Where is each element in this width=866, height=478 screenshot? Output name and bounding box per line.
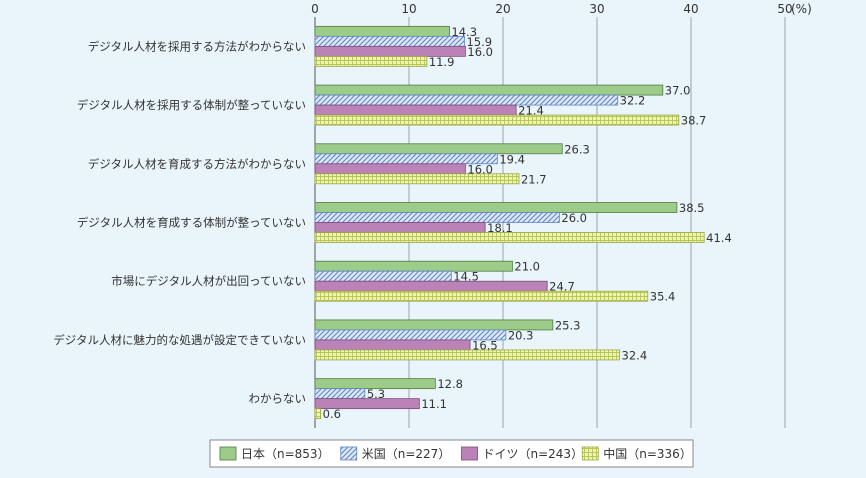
category-label: デジタル人材を育成する方法がわからない xyxy=(88,157,306,171)
data-label: 41.4 xyxy=(706,231,732,245)
data-label: 35.4 xyxy=(650,290,676,304)
data-label: 19.4 xyxy=(499,152,525,166)
legend-swatch xyxy=(340,446,358,461)
legend-label: ドイツ（n=243） xyxy=(483,447,584,461)
bar xyxy=(314,378,436,390)
x-tick-label: 50 xyxy=(777,2,792,16)
legend: 日本（n=853） 米国（n=227） ドイツ（n=243） 中国（n=336） xyxy=(209,439,694,468)
data-label: 38.5 xyxy=(679,201,705,215)
data-label: 20.3 xyxy=(508,328,534,342)
data-label: 18.1 xyxy=(487,221,513,235)
x-tick-label: 10 xyxy=(401,2,416,16)
legend-swatch xyxy=(461,446,478,461)
bar xyxy=(314,260,513,272)
legend-swatch xyxy=(581,446,599,461)
legend-label: 中国（n=336） xyxy=(603,446,692,461)
data-label: 14.3 xyxy=(451,25,477,39)
bar xyxy=(314,163,466,175)
data-label: 16.5 xyxy=(472,338,498,352)
bar xyxy=(314,114,680,126)
data-label: 15.9 xyxy=(466,35,492,49)
data-label: 32.2 xyxy=(620,94,646,108)
category-label: デジタル人材を育成する体制が整っていない xyxy=(77,216,306,230)
legend-label: 米国（n=227） xyxy=(362,447,451,461)
bar xyxy=(314,349,620,361)
data-label: 26.3 xyxy=(564,142,590,156)
x-tick-label: 0 xyxy=(311,2,319,16)
data-label: 16.0 xyxy=(467,162,493,176)
bar xyxy=(314,143,563,155)
data-label: 16.0 xyxy=(467,45,493,59)
x-tick-label: 40 xyxy=(683,2,698,16)
x-tick-label: 20 xyxy=(495,2,510,16)
bar xyxy=(314,270,452,282)
bar xyxy=(314,173,520,185)
bar xyxy=(314,104,517,116)
data-label: 5.3 xyxy=(367,387,385,401)
x-tick-label: 30 xyxy=(589,2,604,16)
category-label: デジタル人材を採用する方法がわからない xyxy=(88,39,306,53)
data-label: 21.0 xyxy=(514,260,540,274)
bar xyxy=(314,84,664,96)
bar xyxy=(314,339,471,351)
legend-box xyxy=(209,439,694,468)
x-axis-unit: (%) xyxy=(791,2,812,16)
data-label: 24.7 xyxy=(549,280,575,294)
labels-layer: デジタル人材を採用する方法がわからない14.315.916.011.9デジタル人… xyxy=(53,25,732,421)
category-label: わからない xyxy=(249,392,307,406)
bar xyxy=(314,35,465,47)
bar xyxy=(314,408,322,420)
data-label: 14.5 xyxy=(453,270,479,284)
data-label: 26.0 xyxy=(561,211,587,225)
data-label: 21.7 xyxy=(521,172,547,186)
data-label: 37.0 xyxy=(665,84,691,98)
bar xyxy=(314,388,366,400)
bar xyxy=(314,94,619,106)
data-label: 21.4 xyxy=(518,104,544,118)
bar xyxy=(314,290,649,302)
bar xyxy=(314,202,678,213)
data-label: 12.8 xyxy=(437,377,463,391)
data-label: 0.6 xyxy=(323,407,341,421)
bar xyxy=(314,398,420,410)
data-label: 38.7 xyxy=(681,114,707,128)
bar xyxy=(314,55,428,67)
bars-layer xyxy=(314,25,705,420)
legend-swatch xyxy=(219,446,237,461)
bar xyxy=(314,25,450,37)
data-label: 25.3 xyxy=(555,318,581,332)
category-label: 市場にデジタル人材が出回っていない xyxy=(111,274,306,288)
category-label: デジタル人材に魅力的な処遇が設定できていない xyxy=(53,333,306,347)
bar xyxy=(314,212,560,223)
category-label: デジタル人材を採用する体制が整っていない xyxy=(77,98,306,112)
data-label: 11.9 xyxy=(429,55,455,69)
legend-label: 日本（n=853） xyxy=(241,447,330,461)
data-label: 11.1 xyxy=(421,397,447,411)
bar xyxy=(314,232,705,243)
bar xyxy=(314,222,486,233)
bar xyxy=(314,280,548,292)
data-label: 32.4 xyxy=(622,348,648,362)
